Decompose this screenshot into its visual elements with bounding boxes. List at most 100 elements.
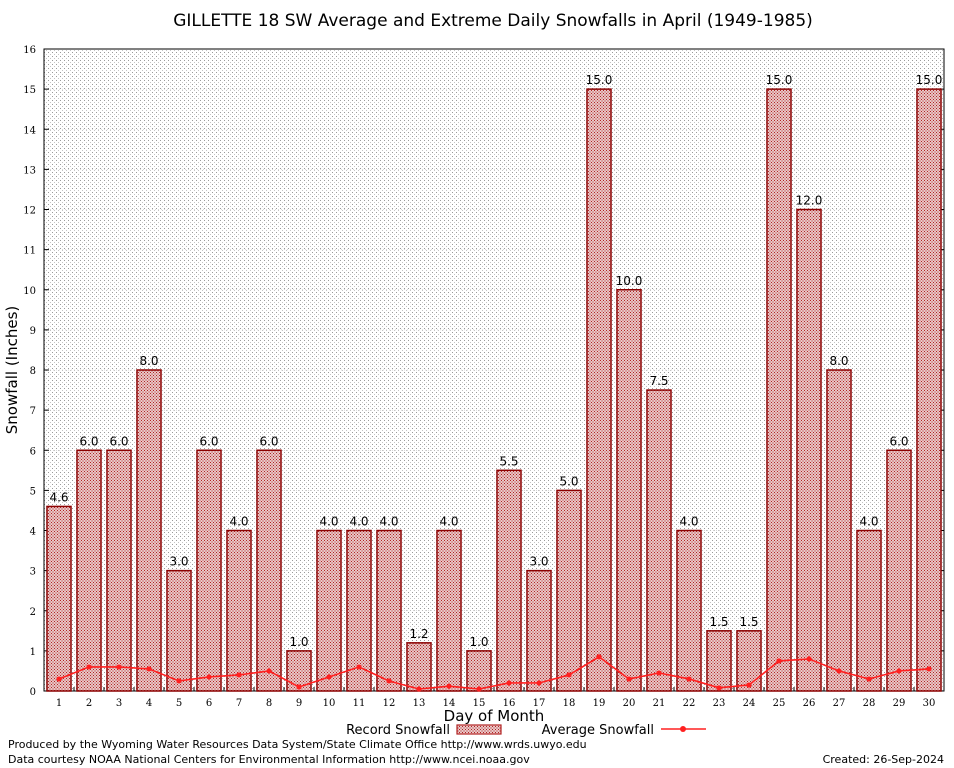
average-point	[416, 686, 422, 692]
average-point	[596, 654, 602, 660]
x-tick-label: 26	[803, 698, 816, 709]
average-point	[536, 680, 542, 686]
bar-value-label: 10.0	[616, 274, 643, 288]
y-tick-label: 4	[30, 527, 36, 538]
x-tick-label: 28	[863, 698, 876, 709]
bar-value-label: 4.0	[229, 515, 248, 529]
bar-day-8	[256, 449, 282, 692]
created-date: Created: 26-Sep-2024	[823, 753, 944, 766]
average-point	[326, 674, 332, 680]
x-tick-label: 22	[683, 698, 696, 709]
bar-value-label: 8.0	[139, 354, 158, 368]
bar-value-label: 15.0	[766, 73, 793, 87]
average-point	[866, 676, 872, 682]
gridlines	[44, 88, 944, 652]
x-tick-label: 12	[383, 698, 396, 709]
legend: Record Snowfall Average Snowfall	[346, 723, 706, 738]
bar-value-label: 4.0	[859, 515, 878, 529]
bar-value-label: 7.5	[649, 374, 668, 388]
x-axis-label: Day of Month	[444, 707, 545, 725]
bar-value-label: 8.0	[829, 354, 848, 368]
average-point	[836, 668, 842, 674]
bar-day-22	[676, 529, 702, 692]
average-point	[716, 685, 722, 691]
bar-day-21	[646, 389, 672, 692]
bar-value-label: 15.0	[586, 73, 613, 87]
average-point	[116, 664, 122, 670]
x-tick-label: 16	[503, 698, 516, 709]
bar-day-4	[136, 369, 162, 692]
bar-value-label: 12.0	[796, 194, 823, 208]
bar-day-20	[616, 289, 642, 692]
average-point	[206, 674, 212, 680]
bar-day-19	[586, 88, 612, 692]
footer-credit-1: Produced by the Wyoming Water Resources …	[8, 738, 587, 751]
bar-day-10	[316, 529, 342, 692]
y-tick-label: 10	[23, 286, 36, 297]
x-tick-label: 7	[236, 698, 242, 709]
y-tick-label: 5	[30, 486, 36, 497]
bar-value-label: 4.6	[49, 490, 68, 504]
bar-day-25	[766, 88, 792, 692]
footer-credit-2: Data courtesy NOAA National Centers for …	[8, 753, 530, 766]
bar-day-12	[376, 529, 402, 692]
legend-average-label: Average Snowfall	[542, 723, 654, 738]
bar-day-6	[196, 449, 222, 692]
record-bars	[46, 88, 942, 692]
x-tick-label: 6	[206, 698, 212, 709]
x-tick-label: 8	[266, 698, 272, 709]
bar-value-label: 4.0	[439, 515, 458, 529]
average-point	[566, 672, 572, 678]
bar-value-label: 1.0	[469, 635, 488, 649]
bar-day-11	[346, 529, 372, 692]
bar-value-label: 1.5	[709, 615, 728, 629]
bar-value-label: 6.0	[79, 434, 98, 448]
bar-value-label: 3.0	[529, 555, 548, 569]
average-point	[746, 682, 752, 688]
y-tick-label: 3	[30, 567, 36, 578]
chart-title: GILLETTE 18 SW Average and Extreme Daily…	[173, 11, 813, 31]
bar-day-26	[796, 208, 822, 692]
bar-day-28	[856, 529, 882, 692]
bar-value-label: 6.0	[259, 434, 278, 448]
x-tick-label: 14	[443, 698, 456, 709]
average-point	[356, 664, 362, 670]
y-tick-label: 11	[23, 246, 36, 257]
x-tick-label: 18	[563, 698, 576, 709]
bar-day-5	[166, 569, 192, 692]
average-polyline	[58, 655, 930, 690]
x-tick-label: 3	[116, 698, 122, 709]
bar-value-label: 1.5	[739, 615, 758, 629]
bar-day-7	[226, 529, 252, 692]
x-tick-label: 9	[296, 698, 302, 709]
bar-value-label: 1.2	[409, 627, 428, 641]
x-tick-label: 5	[176, 698, 182, 709]
y-tick-label: 0	[30, 687, 36, 698]
average-point	[296, 684, 302, 690]
average-point	[86, 664, 92, 670]
x-tick-label: 10	[323, 698, 336, 709]
average-point	[806, 656, 812, 662]
bar-value-label: 5.5	[499, 454, 518, 468]
average-point	[506, 680, 512, 686]
average-point	[266, 668, 272, 674]
y-tick-label: 9	[30, 326, 36, 337]
average-point	[236, 672, 242, 678]
average-point	[656, 670, 662, 676]
bar-day-27	[826, 369, 852, 692]
x-tick-label: 19	[593, 698, 606, 709]
bar-value-label: 4.0	[349, 515, 368, 529]
bar-value-label: 6.0	[199, 434, 218, 448]
y-tick-label: 12	[23, 206, 36, 217]
y-tick-label: 15	[23, 85, 36, 96]
y-tick-label: 8	[30, 366, 36, 377]
average-point	[926, 666, 932, 672]
x-tick-label: 4	[146, 698, 152, 709]
x-tick-label: 20	[623, 698, 636, 709]
y-tick-label: 16	[23, 45, 36, 56]
bar-labels: 4.6 6.0 6.0 8.0 3.0 6.0 4.0 6.0 1.0 4.0 4.0 4.0 1.2 4…	[49, 73, 942, 649]
bar-day-3	[106, 449, 132, 692]
average-point	[446, 683, 452, 689]
average-point	[56, 676, 62, 682]
